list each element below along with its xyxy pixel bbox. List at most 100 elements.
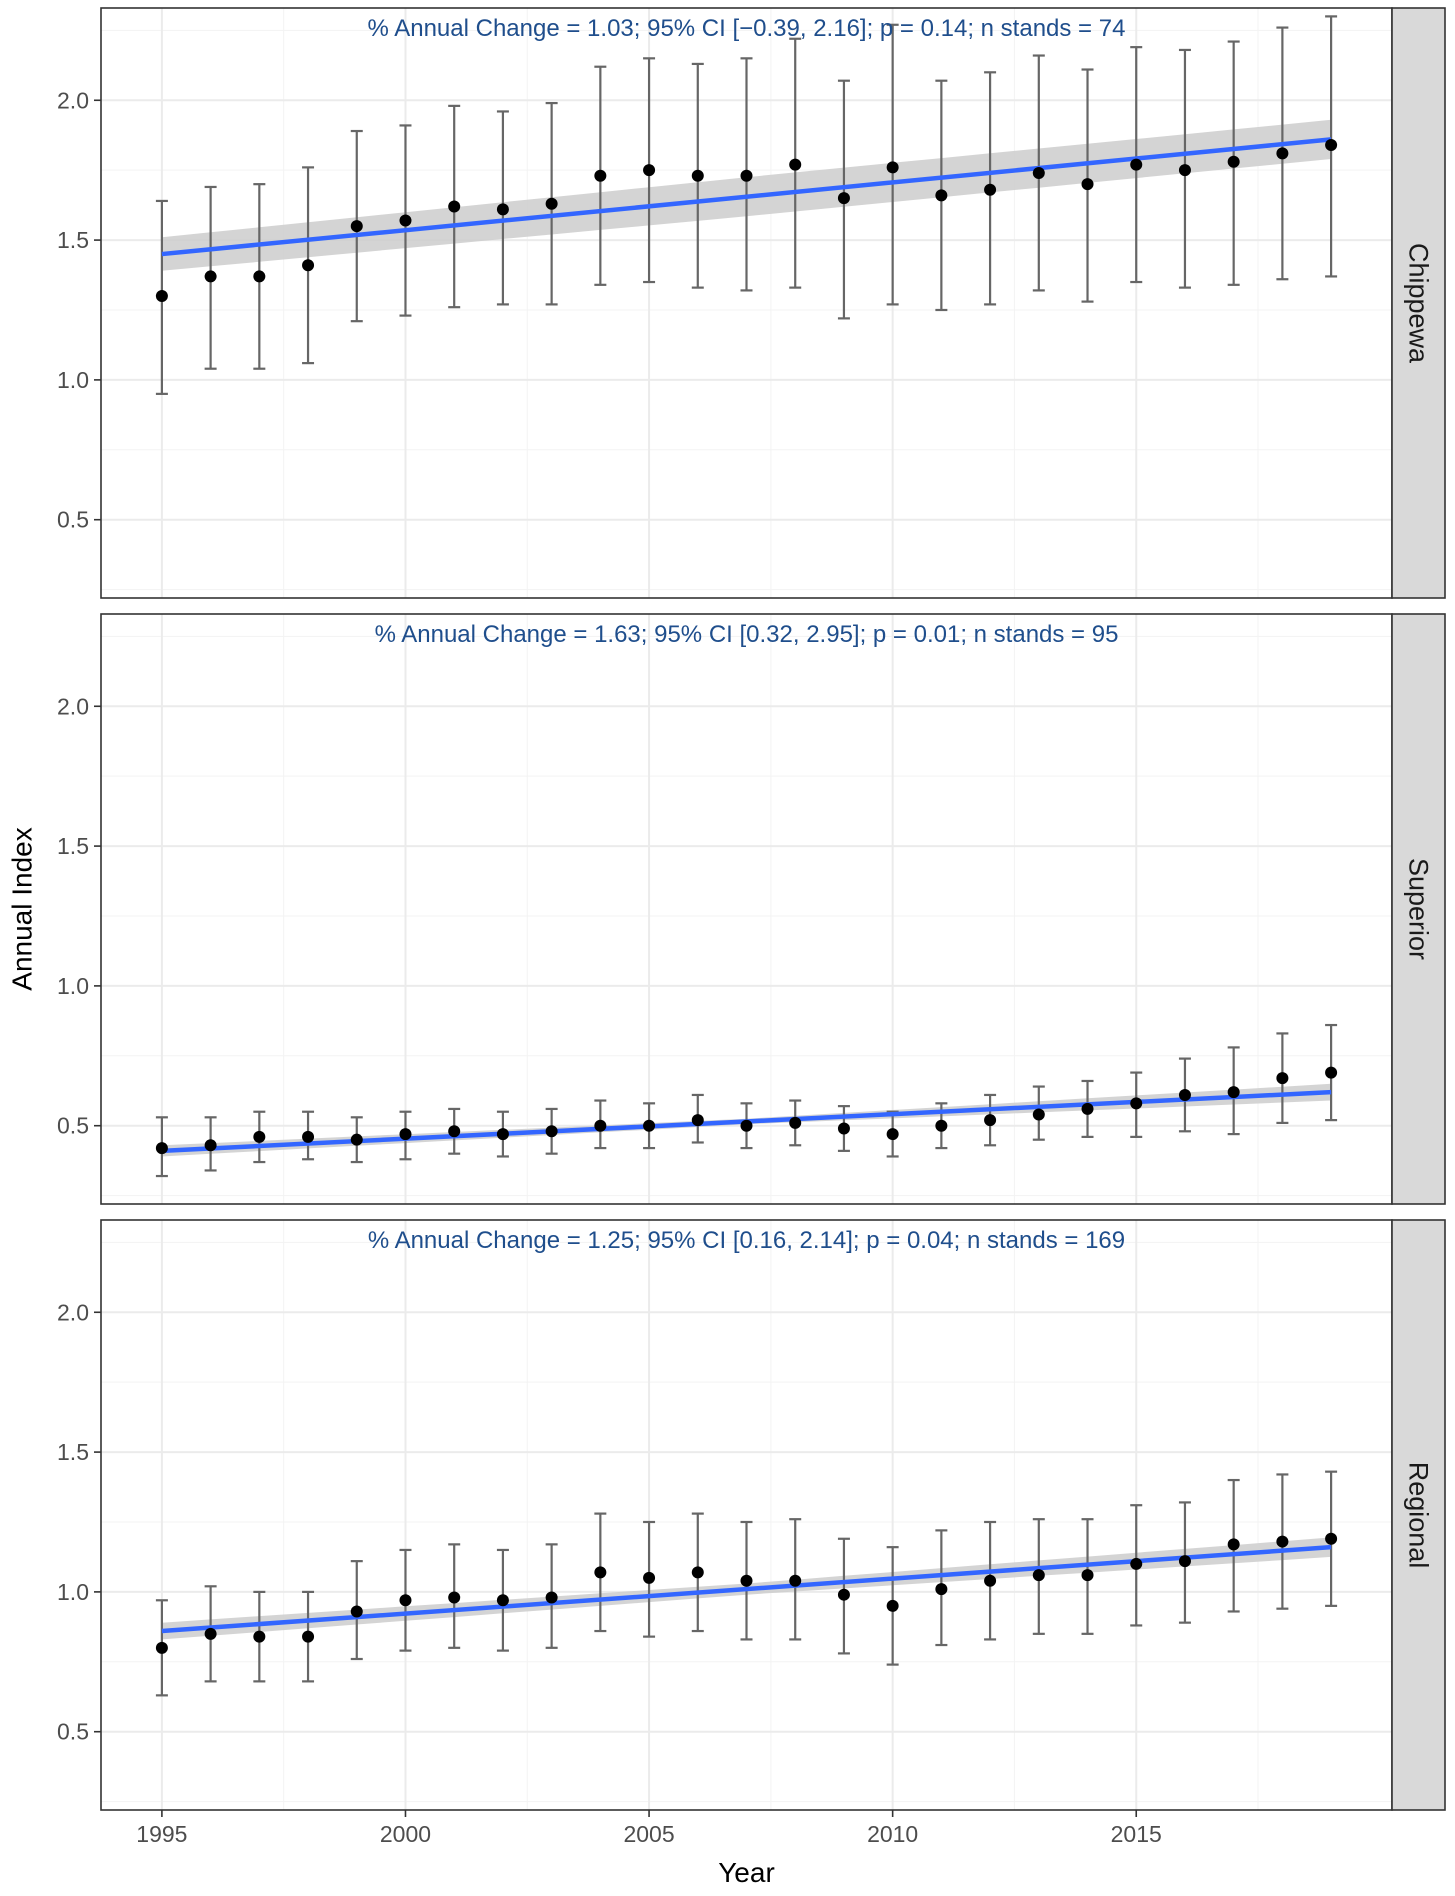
facet-panel-superior: % Annual Change = 1.63; 95% CI [0.32, 2.… (57, 613, 1446, 1205)
data-point (1130, 1557, 1143, 1570)
y-tick-label: 0.5 (57, 1719, 89, 1745)
data-point (1032, 1569, 1045, 1582)
data-point (496, 203, 509, 216)
data-point (204, 1627, 217, 1640)
data-point (1227, 1538, 1240, 1551)
facet-strip (1391, 1219, 1446, 1811)
data-point (253, 1630, 266, 1643)
y-tick-label: 1.0 (57, 367, 89, 393)
data-point (886, 1599, 899, 1612)
y-tick-label: 2.0 (57, 1299, 89, 1325)
y-tick-label: 1.0 (57, 1579, 89, 1605)
x-tick-label: 2000 (380, 1821, 431, 1847)
data-point (302, 259, 315, 272)
data-point (155, 1641, 168, 1654)
data-point (204, 1139, 217, 1152)
panel-annotation: % Annual Change = 1.63; 95% CI [0.32, 2.… (375, 621, 1119, 648)
x-tick-label: 2015 (1111, 1821, 1162, 1847)
data-point (399, 1594, 412, 1607)
data-point (740, 1119, 753, 1132)
data-point (302, 1630, 315, 1643)
data-point (1130, 158, 1143, 171)
data-point (350, 1133, 363, 1146)
data-point (837, 192, 850, 205)
data-point (789, 158, 802, 171)
data-point (1178, 1088, 1191, 1101)
data-point (1276, 147, 1289, 160)
data-point (1178, 1555, 1191, 1568)
data-point (1081, 1569, 1094, 1582)
data-point (691, 1114, 704, 1127)
data-point (1325, 1532, 1338, 1545)
data-point (594, 1566, 607, 1579)
facet-strip-label: Regional (1404, 1462, 1434, 1569)
y-tick-label: 1.5 (57, 1439, 89, 1465)
y-tick-label: 1.5 (57, 227, 89, 253)
x-tick-label: 1995 (136, 1821, 187, 1847)
panel-annotation: % Annual Change = 1.03; 95% CI [−0.39, 2… (368, 15, 1126, 42)
data-point (399, 1128, 412, 1141)
data-point (1276, 1072, 1289, 1085)
data-point (1227, 155, 1240, 168)
data-point (1081, 178, 1094, 191)
facet-panel-regional: % Annual Change = 1.25; 95% CI [0.16, 2.… (57, 1219, 1446, 1847)
data-point (350, 220, 363, 233)
panel-annotation: % Annual Change = 1.25; 95% CI [0.16, 2.… (368, 1227, 1125, 1254)
panel-background (101, 1220, 1392, 1810)
data-point (1276, 1535, 1289, 1548)
data-point (984, 183, 997, 196)
y-tick-label: 1.0 (57, 973, 89, 999)
data-point (253, 1130, 266, 1143)
data-point (1130, 1097, 1143, 1110)
data-point (740, 1574, 753, 1587)
data-point (545, 1591, 558, 1604)
data-point (935, 189, 948, 202)
data-point (837, 1588, 850, 1601)
data-point (984, 1574, 997, 1587)
data-point (496, 1128, 509, 1141)
data-point (886, 1128, 899, 1141)
data-point (496, 1594, 509, 1607)
data-point (594, 1119, 607, 1132)
facet-strip-label: Chippewa (1404, 243, 1434, 364)
data-point (691, 169, 704, 182)
y-axis-title: Annual Index (7, 827, 38, 990)
data-point (448, 1591, 461, 1604)
data-point (204, 270, 217, 283)
y-tick-label: 1.5 (57, 833, 89, 859)
data-point (1081, 1102, 1094, 1115)
trend-line (161, 137, 1332, 257)
data-point (350, 1605, 363, 1618)
data-point (1178, 164, 1191, 177)
facet-strip (1391, 613, 1446, 1205)
data-point (886, 161, 899, 174)
data-point (155, 1142, 168, 1155)
data-point (1325, 1066, 1338, 1079)
data-point (984, 1114, 997, 1127)
data-point (448, 200, 461, 213)
data-point (594, 169, 607, 182)
data-point (691, 1566, 704, 1579)
data-point (789, 1116, 802, 1129)
x-axis-title: Year (718, 1857, 775, 1888)
y-tick-label: 0.5 (57, 507, 89, 533)
data-point (1032, 166, 1045, 179)
y-tick-label: 2.0 (57, 87, 89, 113)
data-point (935, 1119, 948, 1132)
facet-strip (1391, 7, 1446, 599)
facet-strip-label: Superior (1404, 858, 1434, 960)
data-point (935, 1583, 948, 1596)
data-point (643, 1119, 656, 1132)
data-point (789, 1574, 802, 1587)
data-point (545, 197, 558, 210)
data-point (1032, 1108, 1045, 1121)
data-point (155, 290, 168, 303)
x-tick-label: 2010 (867, 1821, 918, 1847)
y-tick-label: 0.5 (57, 1113, 89, 1139)
x-tick-label: 2005 (623, 1821, 674, 1847)
data-point (1227, 1086, 1240, 1099)
data-point (837, 1122, 850, 1135)
data-point (302, 1130, 315, 1143)
data-point (399, 214, 412, 227)
